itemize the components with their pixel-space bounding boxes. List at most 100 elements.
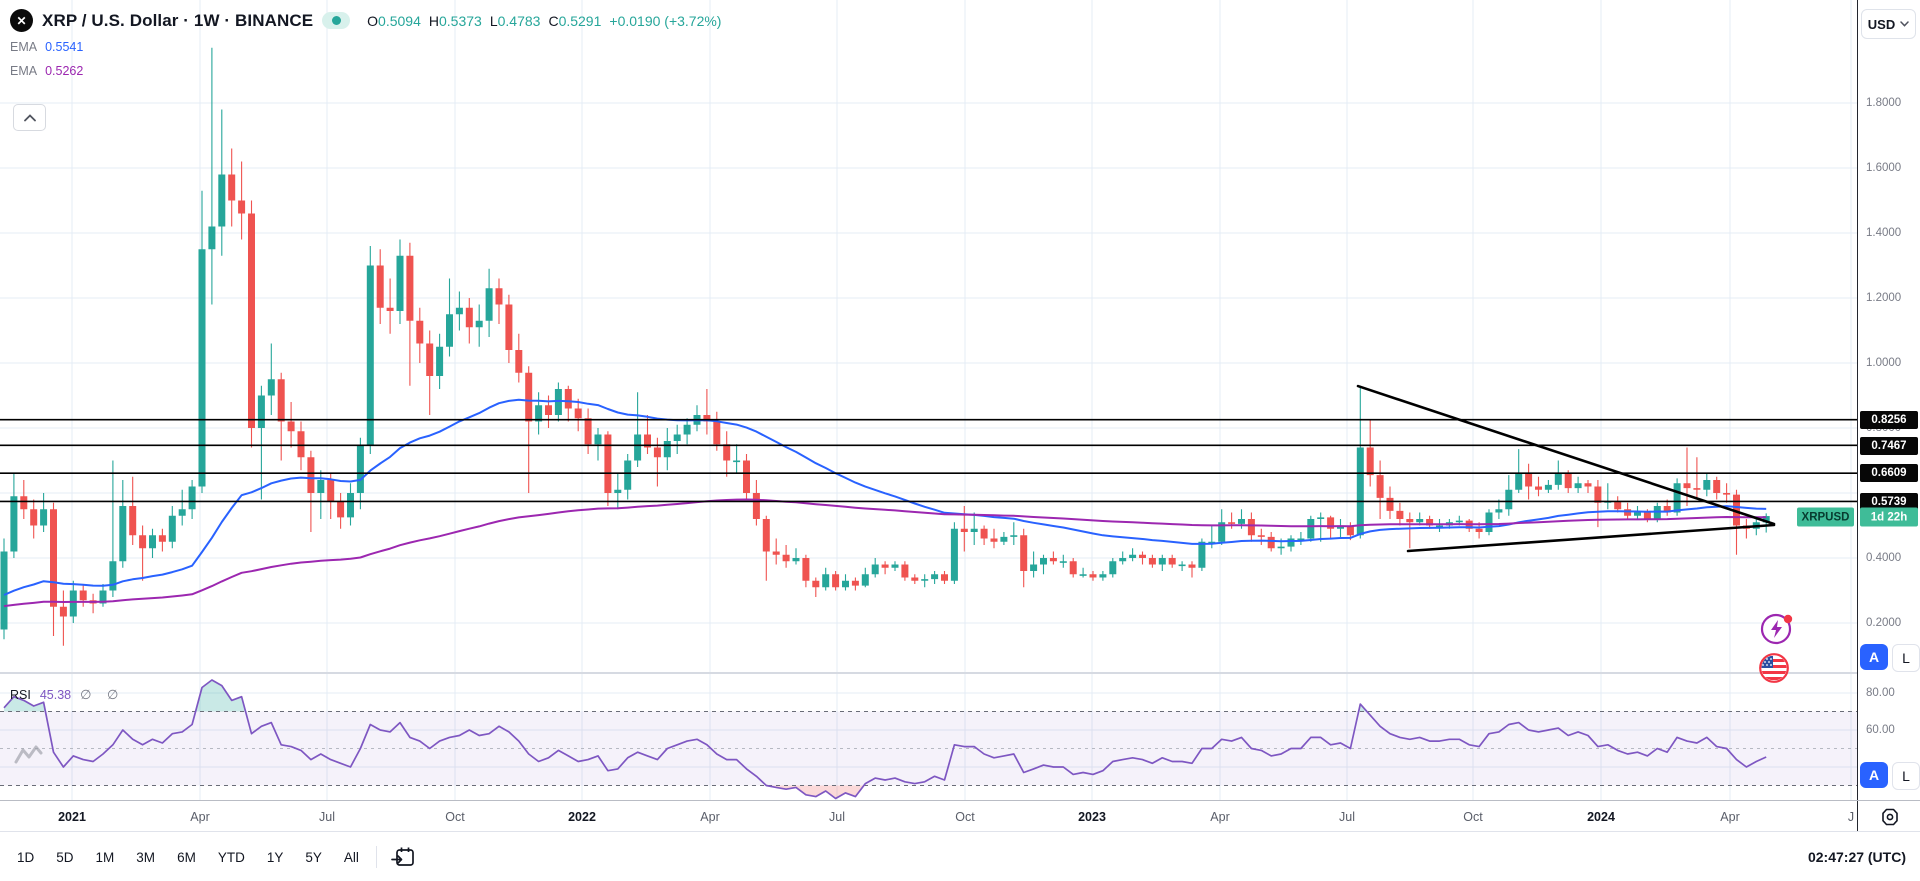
candle-body	[1346, 525, 1354, 536]
candle-body	[990, 538, 998, 542]
range-button-6m[interactable]: 6M	[168, 845, 205, 870]
time-label[interactable]: Jul	[829, 809, 845, 824]
candle-body	[1069, 561, 1077, 575]
candle-body	[673, 434, 681, 441]
ema-value: 0.5262	[45, 64, 84, 78]
range-button-1d[interactable]: 1D	[8, 845, 43, 870]
candle-body	[248, 213, 255, 428]
candle-body	[485, 288, 493, 321]
range-button-5d[interactable]: 5D	[47, 845, 82, 870]
ohlc-value: 0.5291	[558, 12, 602, 29]
candle-body	[871, 564, 879, 575]
time-label[interactable]: 2022	[568, 809, 596, 824]
candle-body	[921, 579, 929, 581]
notification-dot-icon	[1783, 614, 1793, 624]
candle-body	[208, 226, 216, 250]
time-label[interactable]: 2021	[58, 809, 86, 824]
economic-calendar-button[interactable]	[1756, 650, 1792, 691]
time-label[interactable]: 2024	[1587, 809, 1615, 824]
candle-body	[881, 564, 889, 568]
rsi-auto-scale-button[interactable]: A	[1860, 762, 1888, 788]
clock-utc[interactable]: 02:47:27 (UTC)	[1807, 849, 1906, 865]
candle-body	[99, 590, 107, 604]
candle-body	[1386, 497, 1394, 511]
market-status-dot-icon	[331, 16, 341, 25]
candle-body	[713, 421, 721, 445]
time-label[interactable]: Jul	[1339, 809, 1355, 824]
price-axis[interactable]: 1.80001.60001.40001.20001.00000.80000.40…	[1857, 0, 1920, 800]
candle-body	[356, 445, 364, 493]
candle-body	[396, 255, 404, 311]
time-label[interactable]: Apr	[1720, 809, 1740, 824]
candle-body	[980, 528, 988, 539]
range-button-1m[interactable]: 1M	[87, 845, 124, 870]
time-label[interactable]: Oct	[445, 809, 465, 824]
candle-body	[30, 509, 38, 526]
range-button-5y[interactable]: 5Y	[296, 845, 331, 870]
currency-label: USD	[1867, 16, 1896, 32]
time-label[interactable]: Apr	[190, 809, 210, 824]
ohlc-key: L	[489, 12, 498, 29]
chart-canvas[interactable]	[0, 0, 1920, 800]
ohlc-value: 0.5373	[438, 12, 482, 29]
range-button-3m[interactable]: 3M	[127, 845, 164, 870]
log-scale-button[interactable]: L	[1892, 644, 1920, 672]
candle-body	[446, 314, 453, 347]
candle-body	[1416, 519, 1424, 523]
collapse-panel-button[interactable]	[13, 104, 46, 131]
time-label[interactable]: Jul	[319, 809, 335, 824]
range-button-all[interactable]: All	[335, 845, 368, 870]
time-label[interactable]: 2023	[1078, 809, 1106, 824]
symbol-title[interactable]: XRP / U.S. Dollar · 1W · BINANCE	[42, 10, 314, 30]
candle-body	[772, 551, 780, 555]
market-status-pill[interactable]	[322, 12, 351, 29]
time-label[interactable]: J	[1847, 809, 1855, 824]
candle-body	[50, 509, 57, 607]
candle-body	[1634, 512, 1641, 516]
candle-body	[525, 372, 533, 422]
toolbar-divider	[375, 846, 377, 868]
candle-body	[238, 200, 246, 214]
candle-body	[109, 561, 117, 591]
currency-selector-button[interactable]: USD	[1861, 9, 1916, 39]
rsi-indicator-legend[interactable]: RSI 45.38 ∅ ∅	[10, 687, 124, 703]
ohlc-key: H	[428, 12, 439, 29]
candle-body	[1297, 538, 1305, 541]
candle-body	[10, 496, 18, 552]
range-button-1y[interactable]: 1Y	[258, 845, 293, 870]
calendar-arrow-icon	[391, 847, 414, 866]
ema-indicator-row-2[interactable]: EMA 0.5262	[10, 64, 83, 78]
time-label[interactable]: Oct	[1463, 809, 1483, 824]
candle-body	[1218, 522, 1226, 542]
boost-button[interactable]	[1759, 611, 1795, 652]
trend-line	[1406, 523, 1776, 553]
candle-body	[277, 379, 285, 422]
candle-body	[1426, 519, 1434, 526]
candle-body	[1356, 447, 1364, 536]
range-button-ytd[interactable]: YTD	[209, 845, 254, 870]
go-to-date-button[interactable]	[385, 845, 422, 869]
candle-body	[1208, 541, 1216, 544]
axis-settings-corner[interactable]	[1857, 801, 1920, 832]
ema-fast-line	[3, 398, 1767, 596]
candle-body	[1436, 525, 1443, 528]
time-label[interactable]: Oct	[955, 809, 975, 824]
chevron-down-icon	[1900, 21, 1909, 27]
candle-body	[1148, 558, 1156, 565]
time-label[interactable]: Apr	[700, 809, 720, 824]
candle-body	[1129, 554, 1137, 558]
candle-body	[297, 431, 305, 458]
candle-body	[1040, 558, 1047, 565]
candle-body	[1317, 517, 1325, 519]
candle-body	[683, 424, 691, 435]
candle-body	[1287, 538, 1295, 547]
auto-scale-button[interactable]: A	[1860, 644, 1888, 670]
rsi-log-scale-button[interactable]: L	[1892, 762, 1920, 790]
time-axis[interactable]: 2021 Apr Jul Oct 2022 Apr Jul Oct 2023 Apr Jul Oct 2…	[0, 800, 1920, 832]
candle-body	[386, 307, 394, 311]
ema-indicator-row-1[interactable]: EMA 0.5541	[10, 40, 83, 54]
candle-body	[1119, 558, 1127, 562]
tradingview-watermark-icon[interactable]	[14, 744, 44, 771]
time-label[interactable]: Apr	[1210, 809, 1230, 824]
level-price-label: 0.6609	[1860, 464, 1918, 482]
